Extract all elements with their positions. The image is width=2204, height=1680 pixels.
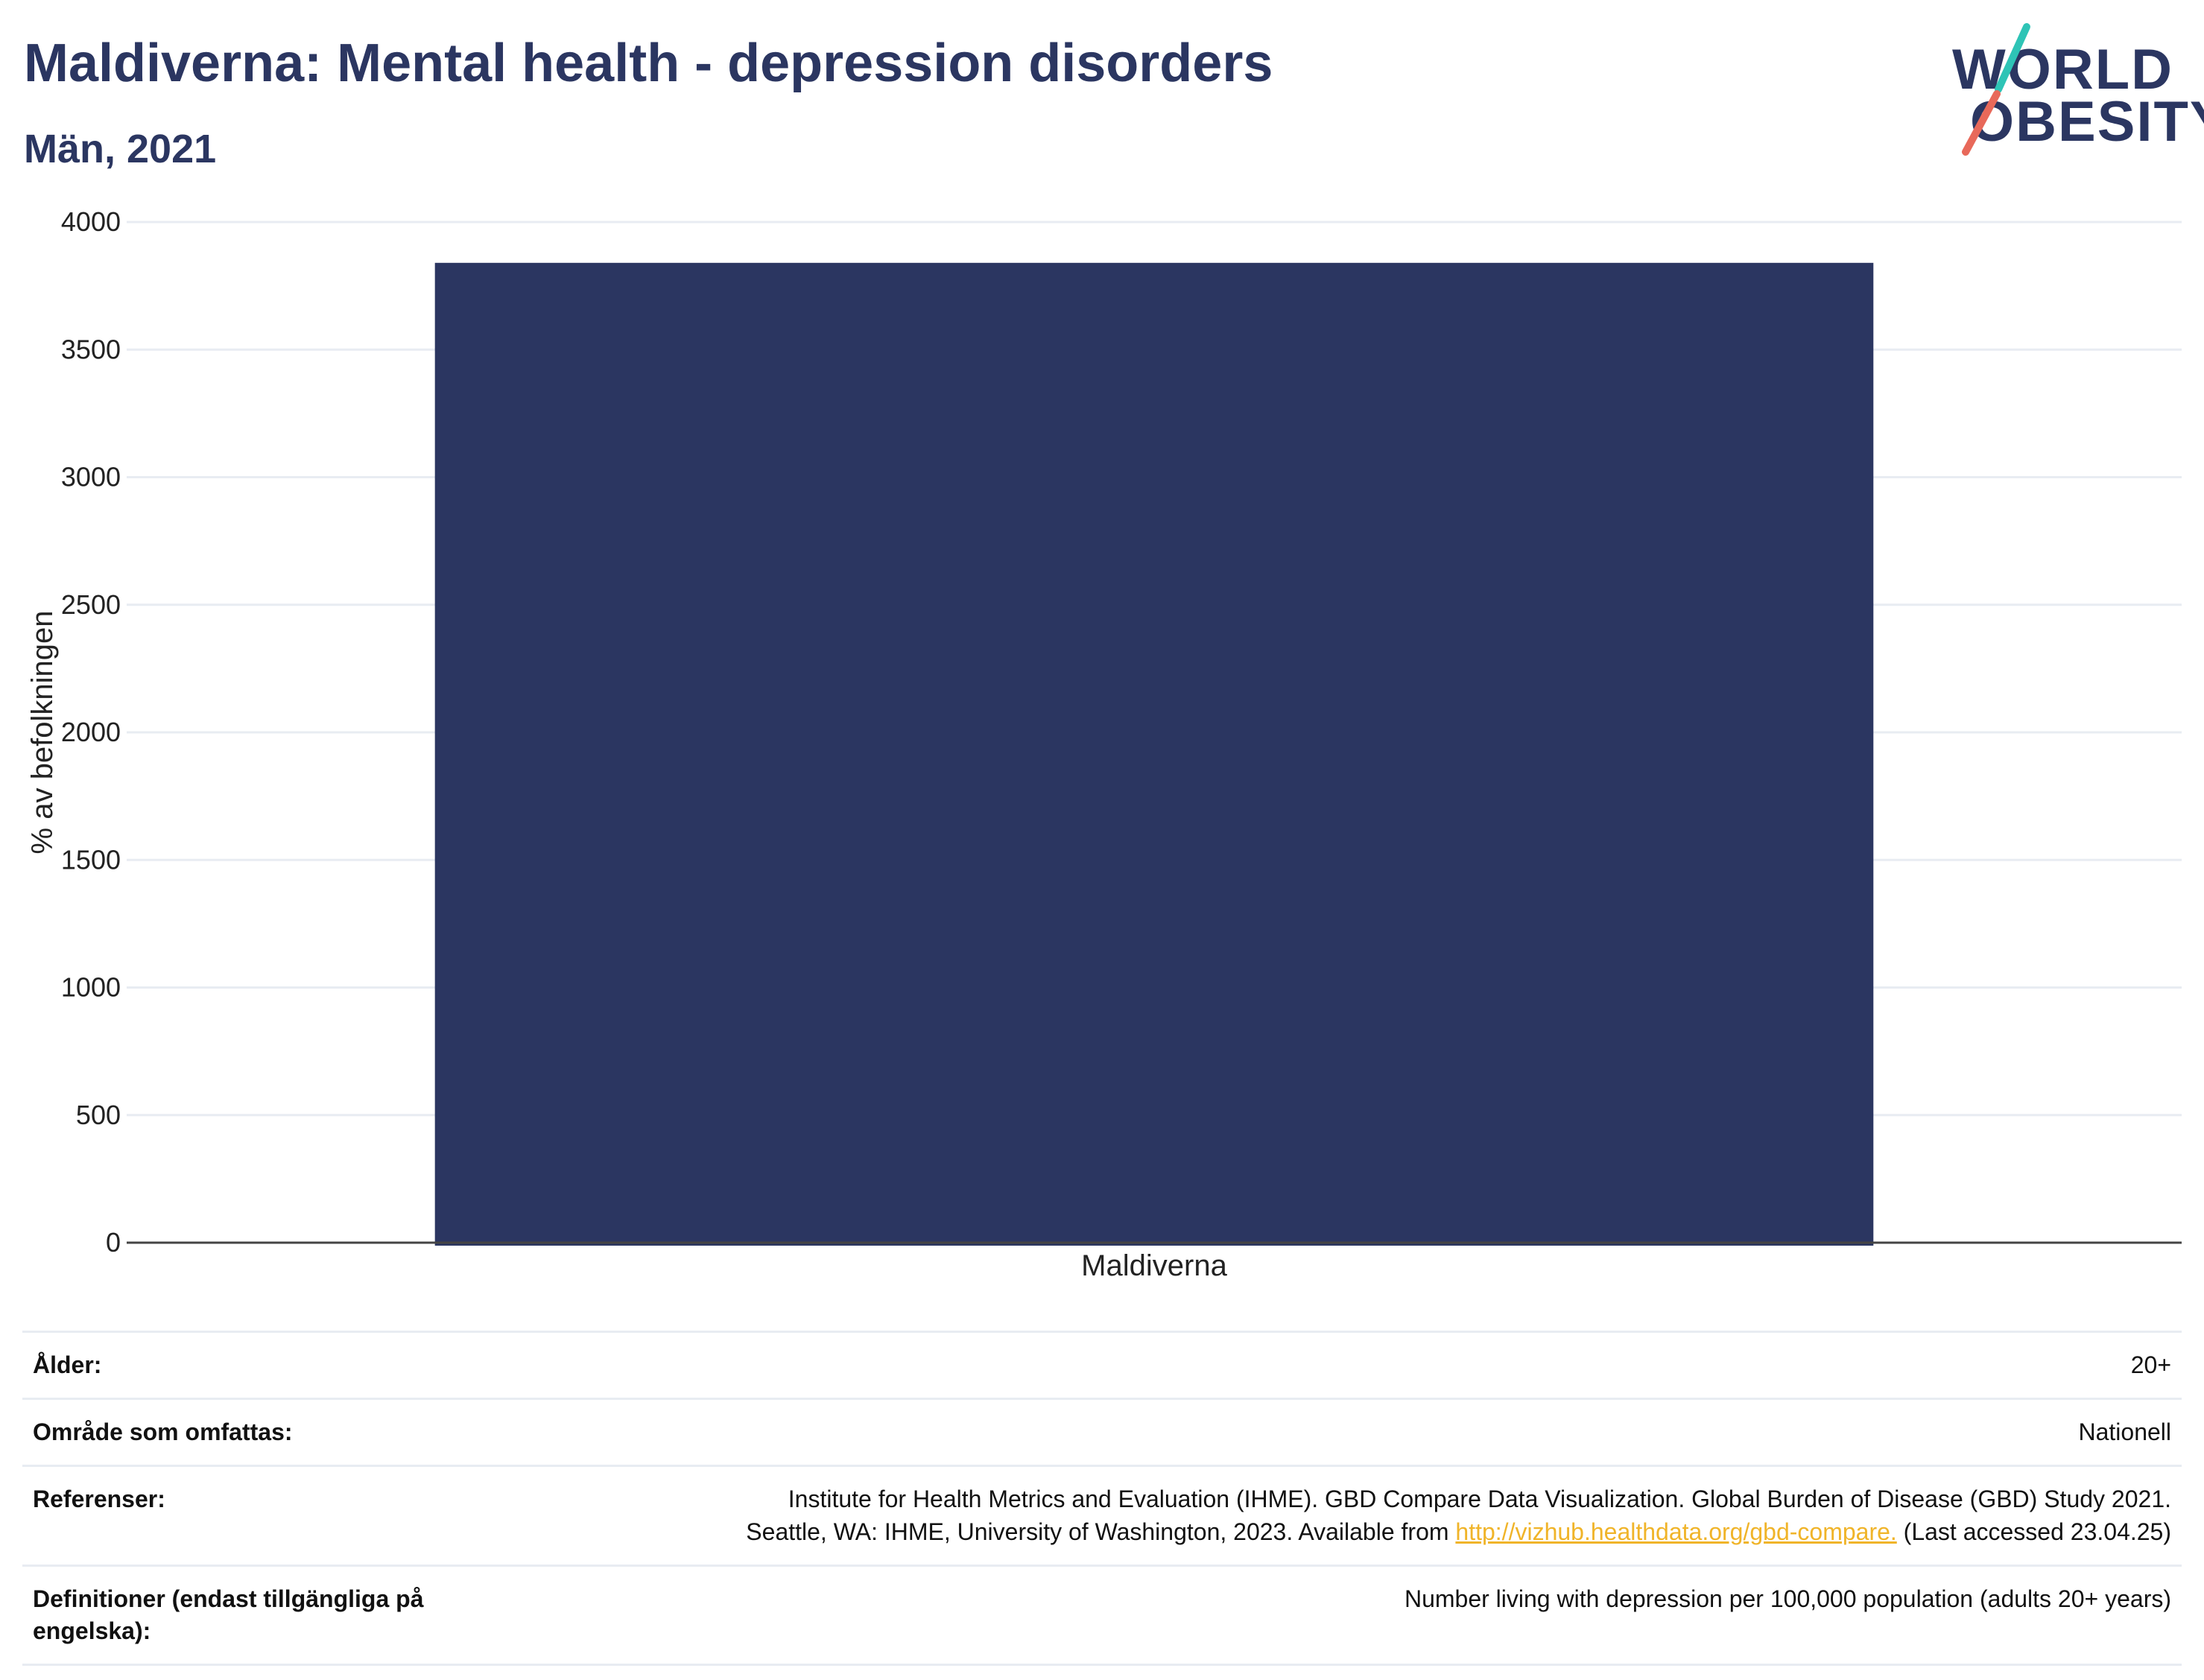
world-obesity-logo: WORLD OBESITY	[1945, 21, 2204, 162]
chart-subtitle: Män, 2021	[24, 127, 217, 171]
info-row-age: Ålder: 20+	[22, 1331, 2182, 1398]
references-line1: Institute for Health Metrics and Evaluat…	[788, 1486, 2171, 1513]
axes: 0 500 1000 1500 2000 2500 3000 3500 4000 Maldiver…	[61, 206, 2182, 1282]
y-axis-title: % av befolkningen	[26, 611, 59, 855]
logo-text-obesity: OBESITY	[1970, 90, 2204, 153]
bars	[434, 262, 1874, 1246]
y-tick-label: 500	[76, 1100, 121, 1130]
bar-chart: 0 500 1000 1500 2000 2500 3000 3500 4000 Maldiver…	[26, 206, 2182, 1282]
references-line2-before: Seattle, WA: IHME, University of Washing…	[746, 1518, 1456, 1545]
info-row-definitions: Definitioner (endast tillgängliga på eng…	[22, 1564, 2182, 1667]
y-tick-label: 2500	[61, 589, 121, 620]
references-link[interactable]: http://vizhub.healthdata.org/gbd-compare…	[1455, 1518, 1897, 1545]
info-table: Ålder: 20+ Område som omfattas: Nationel…	[22, 1331, 2182, 1667]
definitions-label: Definitioner (endast tillgängliga på eng…	[33, 1585, 424, 1644]
y-tick-label: 1500	[61, 844, 121, 875]
bar	[434, 262, 1874, 1246]
age-label: Ålder:	[33, 1351, 102, 1378]
chart-area: 0 500 1000 1500 2000 2500 3000 3500 4000 Maldiver…	[0, 186, 2204, 1289]
definitions-value: Number living with depression per 100,00…	[1404, 1585, 2171, 1612]
coverage-value: Nationell	[2078, 1419, 2171, 1446]
logo-slash-icon	[1962, 23, 2030, 156]
y-tick-label: 2000	[61, 717, 121, 747]
y-tick-label: 0	[106, 1227, 121, 1258]
info-row-references: Referenser: Institute for Health Metrics…	[22, 1465, 2182, 1564]
references-line2: Seattle, WA: IHME, University of Washing…	[746, 1516, 2171, 1548]
x-tick-label: Maldiverna	[1081, 1249, 1227, 1282]
logo-text-world: WORLD	[1952, 38, 2174, 101]
references-label: Referenser:	[33, 1486, 165, 1513]
y-tick-label: 3000	[61, 462, 121, 492]
chart-title: Maldiverna: Mental health - depression d…	[24, 34, 1273, 93]
y-tick-label: 1000	[61, 972, 121, 1003]
references-value: Institute for Health Metrics and Evaluat…	[746, 1483, 2171, 1547]
age-value: 20+	[2130, 1351, 2171, 1378]
coverage-label: Område som omfattas:	[33, 1419, 293, 1446]
y-tick-label: 4000	[61, 206, 121, 237]
info-row-coverage: Område som omfattas: Nationell	[22, 1398, 2182, 1465]
references-line2-after: (Last accessed 23.04.25)	[1896, 1518, 2171, 1545]
y-tick-label: 3500	[61, 334, 121, 364]
